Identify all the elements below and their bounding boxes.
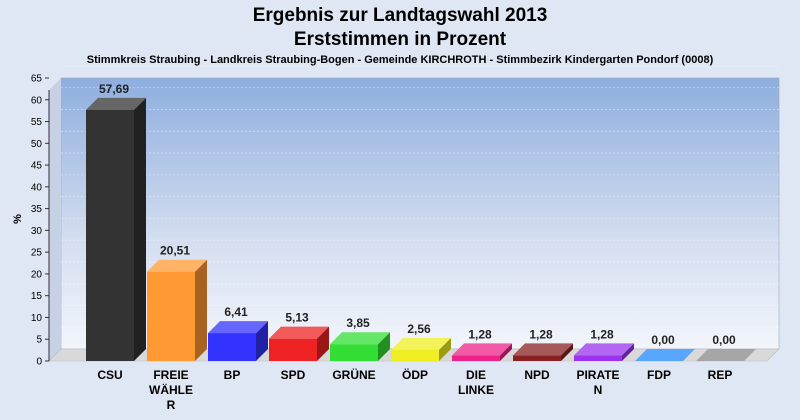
- bar-top: [452, 343, 512, 356]
- y-tick-label: 40: [31, 182, 43, 193]
- bar-side: [195, 259, 207, 361]
- x-tick-label: GRÜNE: [332, 367, 375, 382]
- bar-top: [696, 349, 756, 361]
- y-tick-label: 60: [31, 95, 43, 106]
- bar-side: [500, 343, 512, 361]
- chart-subtitle: Erststimmen in Prozent: [293, 29, 507, 50]
- bar-top: [574, 343, 634, 356]
- x-tick-label: LINKE: [458, 383, 494, 397]
- bar-side: [622, 343, 634, 361]
- chart-detail-subtitle: Stimmkreis Straubing - Landkreis Straubi…: [86, 54, 714, 66]
- x-tick-label: SPD: [281, 368, 306, 382]
- x-tick-label: REP: [708, 368, 733, 382]
- data-label: 1,28: [590, 327, 614, 341]
- bar: [208, 333, 256, 361]
- y-tick-label: 20: [31, 269, 43, 280]
- plot-side-wall: [49, 78, 61, 361]
- data-label: 6,41: [224, 305, 248, 319]
- data-label: 1,28: [468, 327, 492, 341]
- x-tick-label: PIRATE: [576, 368, 619, 382]
- data-label: 5,13: [285, 311, 309, 325]
- bar: [147, 271, 195, 361]
- bar: [452, 355, 500, 361]
- bar: [513, 355, 561, 361]
- data-label: 0,00: [651, 333, 675, 347]
- bar-side: [439, 337, 451, 361]
- y-tick-label: 45: [31, 161, 43, 172]
- bar: [330, 344, 378, 361]
- bar: [269, 338, 317, 361]
- x-tick-label: FREIE: [153, 368, 188, 382]
- data-label: 0,00: [712, 333, 736, 347]
- bar-side: [317, 326, 329, 361]
- x-tick-label: NPD: [524, 368, 550, 382]
- bar-top: [513, 343, 573, 356]
- bar-side: [378, 332, 390, 361]
- y-tick-label: 25: [31, 248, 43, 259]
- y-tick-label: 65: [31, 74, 43, 85]
- data-label: 2,56: [407, 322, 431, 336]
- data-label: 3,85: [346, 316, 370, 330]
- y-tick-label: 15: [31, 291, 43, 302]
- y-tick-label: 0: [36, 357, 42, 368]
- data-label: 1,28: [529, 327, 553, 341]
- y-axis-label: %: [12, 214, 24, 224]
- x-tick-label: CSU: [97, 368, 122, 382]
- data-label: 57,69: [99, 82, 129, 96]
- y-tick-label: 5: [36, 335, 42, 346]
- bar-top: [269, 326, 329, 339]
- bar-side: [134, 97, 146, 362]
- x-tick-label: R: [167, 398, 176, 412]
- bar: [574, 355, 622, 361]
- bar-side: [256, 321, 268, 361]
- y-tick-label: 55: [31, 117, 43, 128]
- y-tick-label: 30: [31, 226, 43, 237]
- bar-top: [147, 259, 207, 272]
- chart-title: Ergebnis zur Landtagswahl 2013: [252, 5, 548, 26]
- x-tick-label: ÖDP: [402, 367, 428, 382]
- x-tick-label: WÄHLE: [149, 382, 193, 397]
- bar: [86, 109, 134, 361]
- bar-top: [391, 337, 451, 350]
- x-tick-label: N: [594, 383, 603, 397]
- x-tick-label: FDP: [647, 368, 671, 382]
- bar-top: [208, 321, 268, 334]
- x-tick-label: BP: [224, 368, 241, 382]
- y-tick-label: 10: [31, 313, 43, 324]
- bar-top: [330, 332, 390, 345]
- x-tick-label: DIE: [466, 368, 486, 382]
- bar-side: [561, 343, 573, 361]
- y-tick-label: 50: [31, 139, 43, 150]
- bar-top: [635, 349, 695, 361]
- y-tick-label: 35: [31, 204, 43, 215]
- bar-top: [86, 97, 146, 110]
- bar: [391, 349, 439, 361]
- data-label: 20,51: [160, 244, 190, 258]
